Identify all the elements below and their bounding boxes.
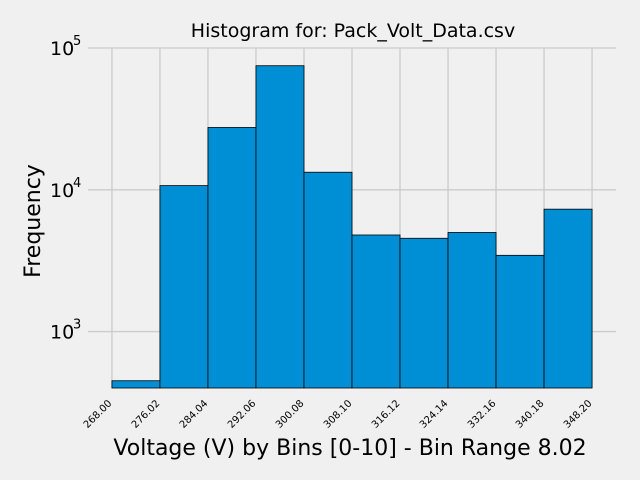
histogram-bar (351, 234, 401, 389)
histogram-bar (159, 185, 209, 389)
histogram-bar (495, 254, 545, 389)
bars (111, 65, 593, 389)
y-tick-exponent: 5 (73, 34, 81, 49)
y-tick-label: 10 (50, 38, 74, 60)
y-axis-label: Frequency (21, 164, 46, 278)
histogram-bar (255, 65, 305, 389)
y-tick-exponent: 4 (73, 176, 81, 191)
chart-title: Histogram for: Pack_Volt_Data.csv (191, 20, 515, 42)
histogram-bar (303, 171, 353, 389)
histogram-bar (543, 208, 593, 389)
histogram-bar (447, 232, 497, 389)
histogram-bar (207, 127, 257, 389)
y-tick-label: 10 (50, 322, 74, 344)
histogram-bar (111, 380, 161, 389)
y-tick-exponent: 3 (73, 318, 81, 333)
y-tick-label: 10 (50, 180, 74, 202)
histogram-bar (399, 237, 449, 389)
x-axis-label: Voltage (V) by Bins [0-10] - Bin Range 8… (113, 436, 586, 461)
